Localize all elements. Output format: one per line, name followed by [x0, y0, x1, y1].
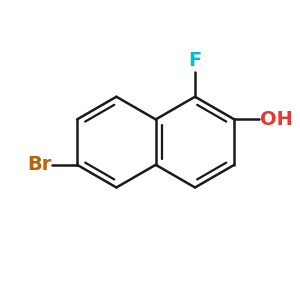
Text: OH: OH: [260, 110, 293, 129]
Text: F: F: [188, 51, 202, 70]
Text: Br: Br: [27, 155, 52, 174]
